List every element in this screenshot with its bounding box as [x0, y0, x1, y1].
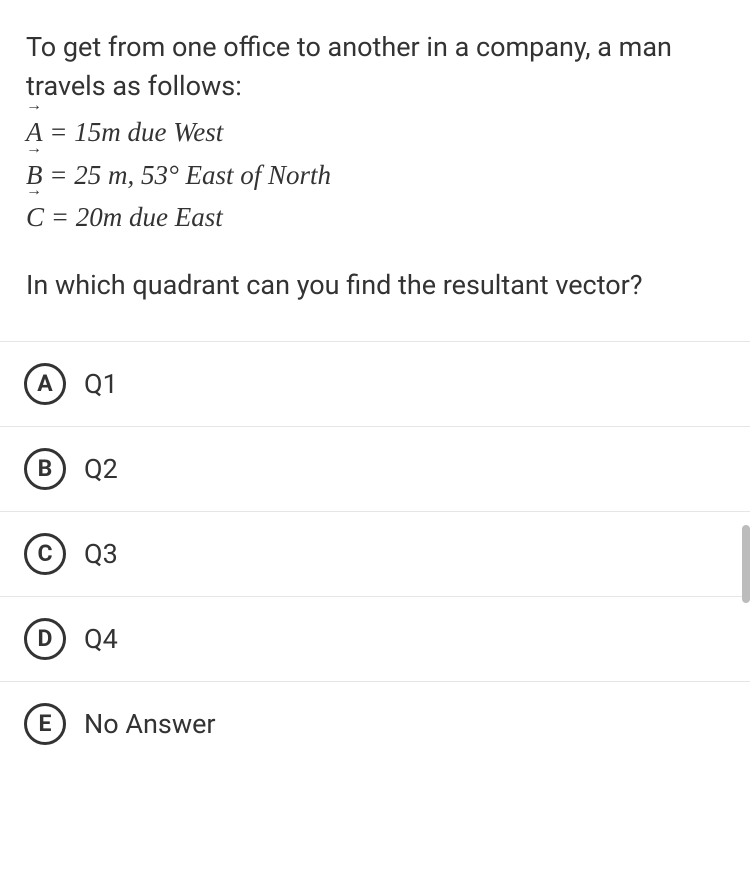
choice-a[interactable]: A Q1	[0, 341, 750, 426]
choice-e[interactable]: E No Answer	[0, 681, 750, 766]
vector-arrow-icon: →	[26, 141, 42, 157]
vector-c-rhs: = 20m due East	[44, 202, 223, 232]
question-prompt: To get from one office to another in a c…	[26, 28, 724, 106]
choice-c[interactable]: C Q3	[0, 511, 750, 596]
scrollbar-thumb[interactable]	[742, 525, 750, 603]
vector-a-line: →A = 15m due West	[26, 112, 724, 153]
choice-text: Q2	[84, 453, 118, 485]
choice-text: Q1	[84, 368, 118, 400]
vector-a-rhs: = 15m due West	[43, 117, 224, 147]
vector-arrow-icon: →	[26, 98, 42, 114]
choice-letter: A	[24, 363, 66, 405]
vector-c-line: →C = 20m due East	[26, 197, 724, 238]
choice-b[interactable]: B Q2	[0, 426, 750, 511]
choice-letter: E	[24, 703, 66, 745]
vector-b-rhs: = 25 m, 53° East of North	[43, 160, 332, 190]
choice-d[interactable]: D Q4	[0, 596, 750, 681]
vector-b-line: →B = 25 m, 53° East of North	[26, 155, 724, 196]
choice-letter: C	[24, 533, 66, 575]
choice-text: Q4	[84, 623, 118, 655]
choice-letter: D	[24, 618, 66, 660]
vector-arrow-icon: →	[26, 183, 42, 199]
vector-c-symbol: →C	[26, 197, 44, 238]
answer-choices: A Q1 B Q2 C Q3 D Q4 E No Answer	[0, 341, 750, 766]
vector-definitions: →A = 15m due West →B = 25 m, 53° East of…	[26, 112, 724, 238]
choice-text: No Answer	[84, 708, 216, 740]
choice-text: Q3	[84, 538, 118, 570]
question-text: In which quadrant can you find the resul…	[26, 266, 724, 305]
choice-letter: B	[24, 448, 66, 490]
